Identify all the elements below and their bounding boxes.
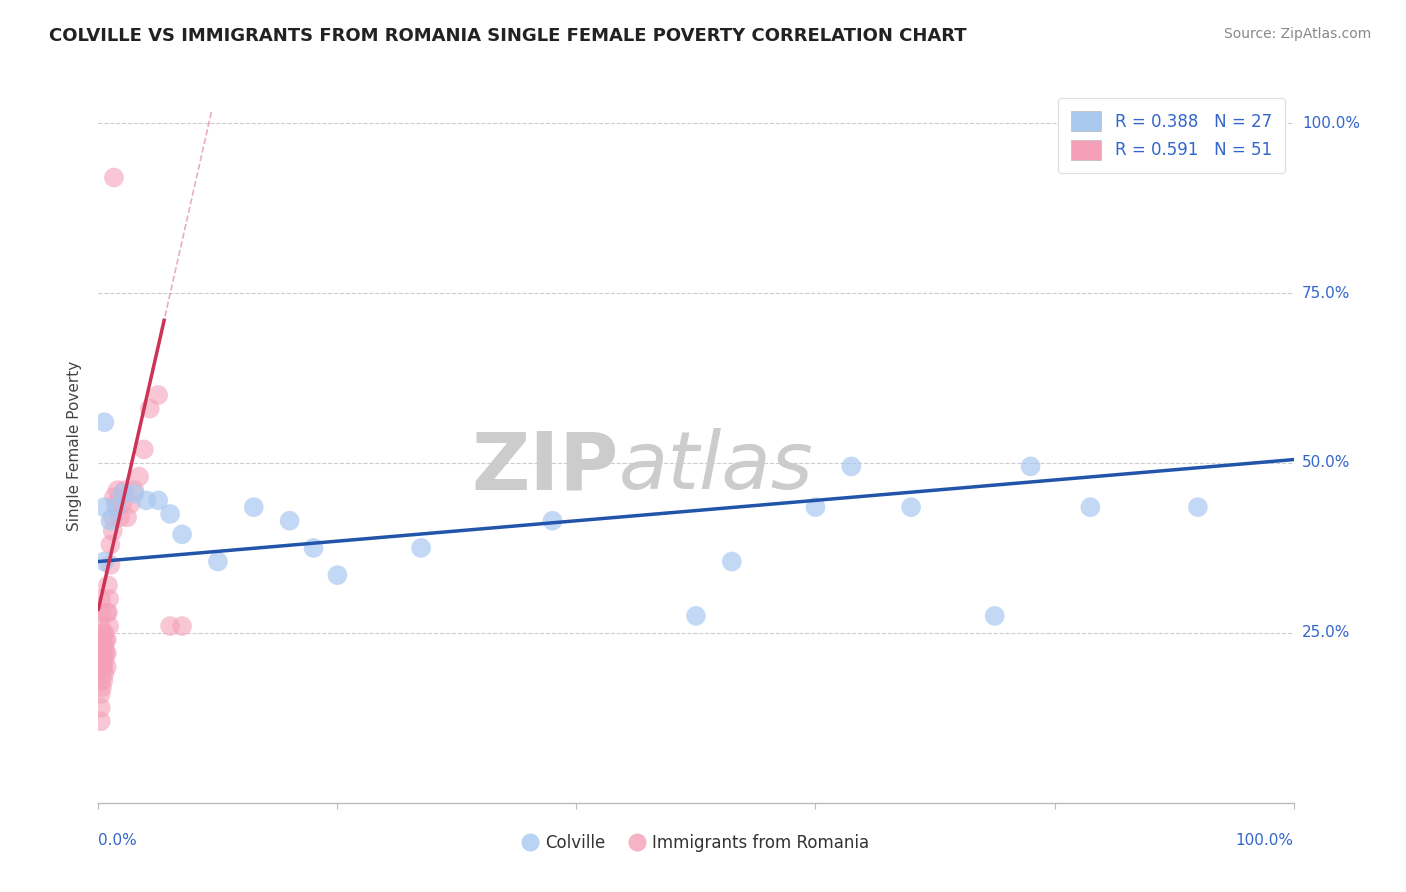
Point bbox=[91, 640, 114, 654]
Point bbox=[90, 714, 112, 729]
Legend: Colville, Immigrants from Romania: Colville, Immigrants from Romania bbox=[516, 828, 876, 859]
Point bbox=[207, 555, 229, 569]
Point bbox=[90, 632, 112, 647]
Point bbox=[97, 606, 120, 620]
Point bbox=[541, 514, 564, 528]
Point bbox=[159, 619, 181, 633]
Text: atlas: atlas bbox=[619, 428, 813, 507]
Point bbox=[91, 626, 114, 640]
Point bbox=[114, 483, 136, 498]
Point bbox=[98, 591, 121, 606]
Point bbox=[94, 632, 117, 647]
Point bbox=[93, 626, 115, 640]
Point bbox=[90, 700, 112, 714]
Point bbox=[96, 646, 118, 660]
Text: 0.0%: 0.0% bbox=[98, 833, 138, 848]
Point bbox=[94, 646, 117, 660]
Point bbox=[841, 459, 863, 474]
Text: Source: ZipAtlas.com: Source: ZipAtlas.com bbox=[1223, 27, 1371, 41]
Point bbox=[96, 660, 118, 674]
Point bbox=[139, 401, 162, 416]
Point bbox=[804, 500, 827, 515]
Point bbox=[105, 500, 128, 515]
Point bbox=[124, 486, 146, 500]
Point bbox=[90, 619, 112, 633]
Point bbox=[97, 578, 120, 592]
Point bbox=[111, 486, 134, 500]
Point bbox=[135, 493, 157, 508]
Point bbox=[101, 510, 124, 524]
Point bbox=[90, 640, 112, 654]
Point bbox=[91, 660, 114, 674]
Point bbox=[103, 490, 125, 504]
Point bbox=[1187, 500, 1209, 515]
Point bbox=[96, 632, 118, 647]
Point bbox=[90, 660, 112, 674]
Point bbox=[302, 541, 325, 555]
Point bbox=[90, 646, 112, 660]
Point bbox=[124, 483, 146, 498]
Point bbox=[90, 673, 112, 688]
Point bbox=[91, 673, 114, 688]
Text: COLVILLE VS IMMIGRANTS FROM ROMANIA SINGLE FEMALE POVERTY CORRELATION CHART: COLVILLE VS IMMIGRANTS FROM ROMANIA SING… bbox=[49, 27, 967, 45]
Y-axis label: Single Female Poverty: Single Female Poverty bbox=[67, 361, 83, 531]
Point bbox=[98, 558, 122, 572]
Text: 100.0%: 100.0% bbox=[1236, 833, 1294, 848]
Point bbox=[91, 646, 114, 660]
Point bbox=[93, 500, 115, 515]
Point bbox=[159, 507, 181, 521]
Point bbox=[108, 510, 131, 524]
Point bbox=[111, 497, 134, 511]
Point bbox=[120, 497, 142, 511]
Point bbox=[243, 500, 266, 515]
Point bbox=[148, 388, 170, 402]
Point bbox=[107, 483, 129, 498]
Point bbox=[1019, 459, 1042, 474]
Point bbox=[132, 442, 155, 457]
Point bbox=[91, 680, 114, 694]
Point bbox=[984, 608, 1007, 623]
Text: ZIP: ZIP bbox=[471, 428, 619, 507]
Text: 100.0%: 100.0% bbox=[1302, 116, 1360, 131]
Point bbox=[96, 606, 118, 620]
Text: 25.0%: 25.0% bbox=[1302, 625, 1350, 640]
Point bbox=[278, 514, 301, 528]
Text: 50.0%: 50.0% bbox=[1302, 456, 1350, 470]
Point bbox=[93, 415, 115, 429]
Point bbox=[98, 537, 122, 551]
Point bbox=[90, 687, 112, 701]
Text: 75.0%: 75.0% bbox=[1302, 285, 1350, 301]
Point bbox=[93, 653, 115, 667]
Point bbox=[411, 541, 433, 555]
Point bbox=[685, 608, 707, 623]
Point bbox=[93, 640, 115, 654]
Point bbox=[128, 469, 150, 483]
Point bbox=[91, 660, 114, 674]
Point bbox=[148, 493, 170, 508]
Point bbox=[98, 619, 121, 633]
Point bbox=[103, 170, 125, 185]
Point bbox=[1080, 500, 1102, 515]
Point bbox=[90, 591, 112, 606]
Point bbox=[90, 606, 112, 620]
Point bbox=[721, 555, 744, 569]
Point bbox=[101, 524, 124, 538]
Point bbox=[900, 500, 922, 515]
Point bbox=[93, 555, 115, 569]
Point bbox=[115, 510, 138, 524]
Point bbox=[172, 527, 194, 541]
Point bbox=[105, 497, 128, 511]
Point bbox=[93, 666, 115, 681]
Point bbox=[98, 514, 122, 528]
Point bbox=[172, 619, 194, 633]
Point bbox=[326, 568, 349, 582]
